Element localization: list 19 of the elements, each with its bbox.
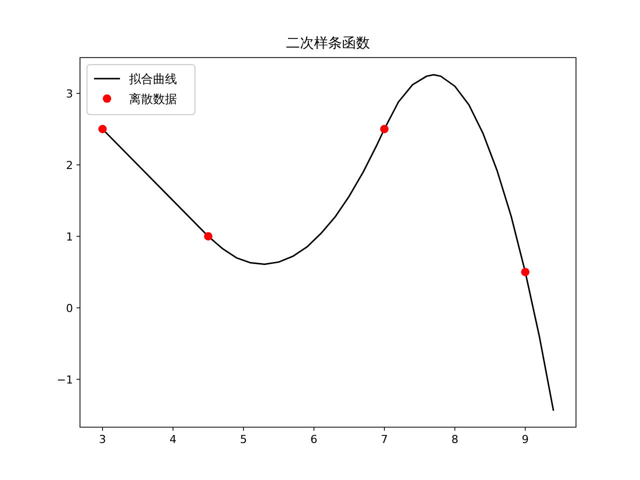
point — [204, 232, 212, 241]
legend-label: 离散数据 — [129, 92, 177, 106]
x-tick-label: 4 — [170, 433, 176, 446]
title: 二次样条函数 — [286, 36, 370, 52]
y-tick-label: 0 — [66, 302, 73, 315]
point — [380, 124, 389, 134]
x-tick-label: 3 — [99, 433, 106, 446]
x-tick-label: 5 — [240, 433, 247, 446]
x-tick-label: 6 — [310, 433, 318, 446]
y-tick-label: 3 — [66, 87, 73, 100]
y-tick-label: 2 — [66, 158, 73, 172]
legend-label: 拟合曲线 — [129, 72, 177, 86]
point — [98, 124, 107, 134]
x-tick-label: 9 — [522, 433, 529, 446]
y-tick-label: 1 — [66, 230, 73, 244]
y-tick-label: −1 — [56, 373, 73, 386]
point — [521, 268, 530, 276]
x-tick-label: 8 — [451, 433, 458, 446]
x-tick-label: 7 — [380, 433, 388, 446]
